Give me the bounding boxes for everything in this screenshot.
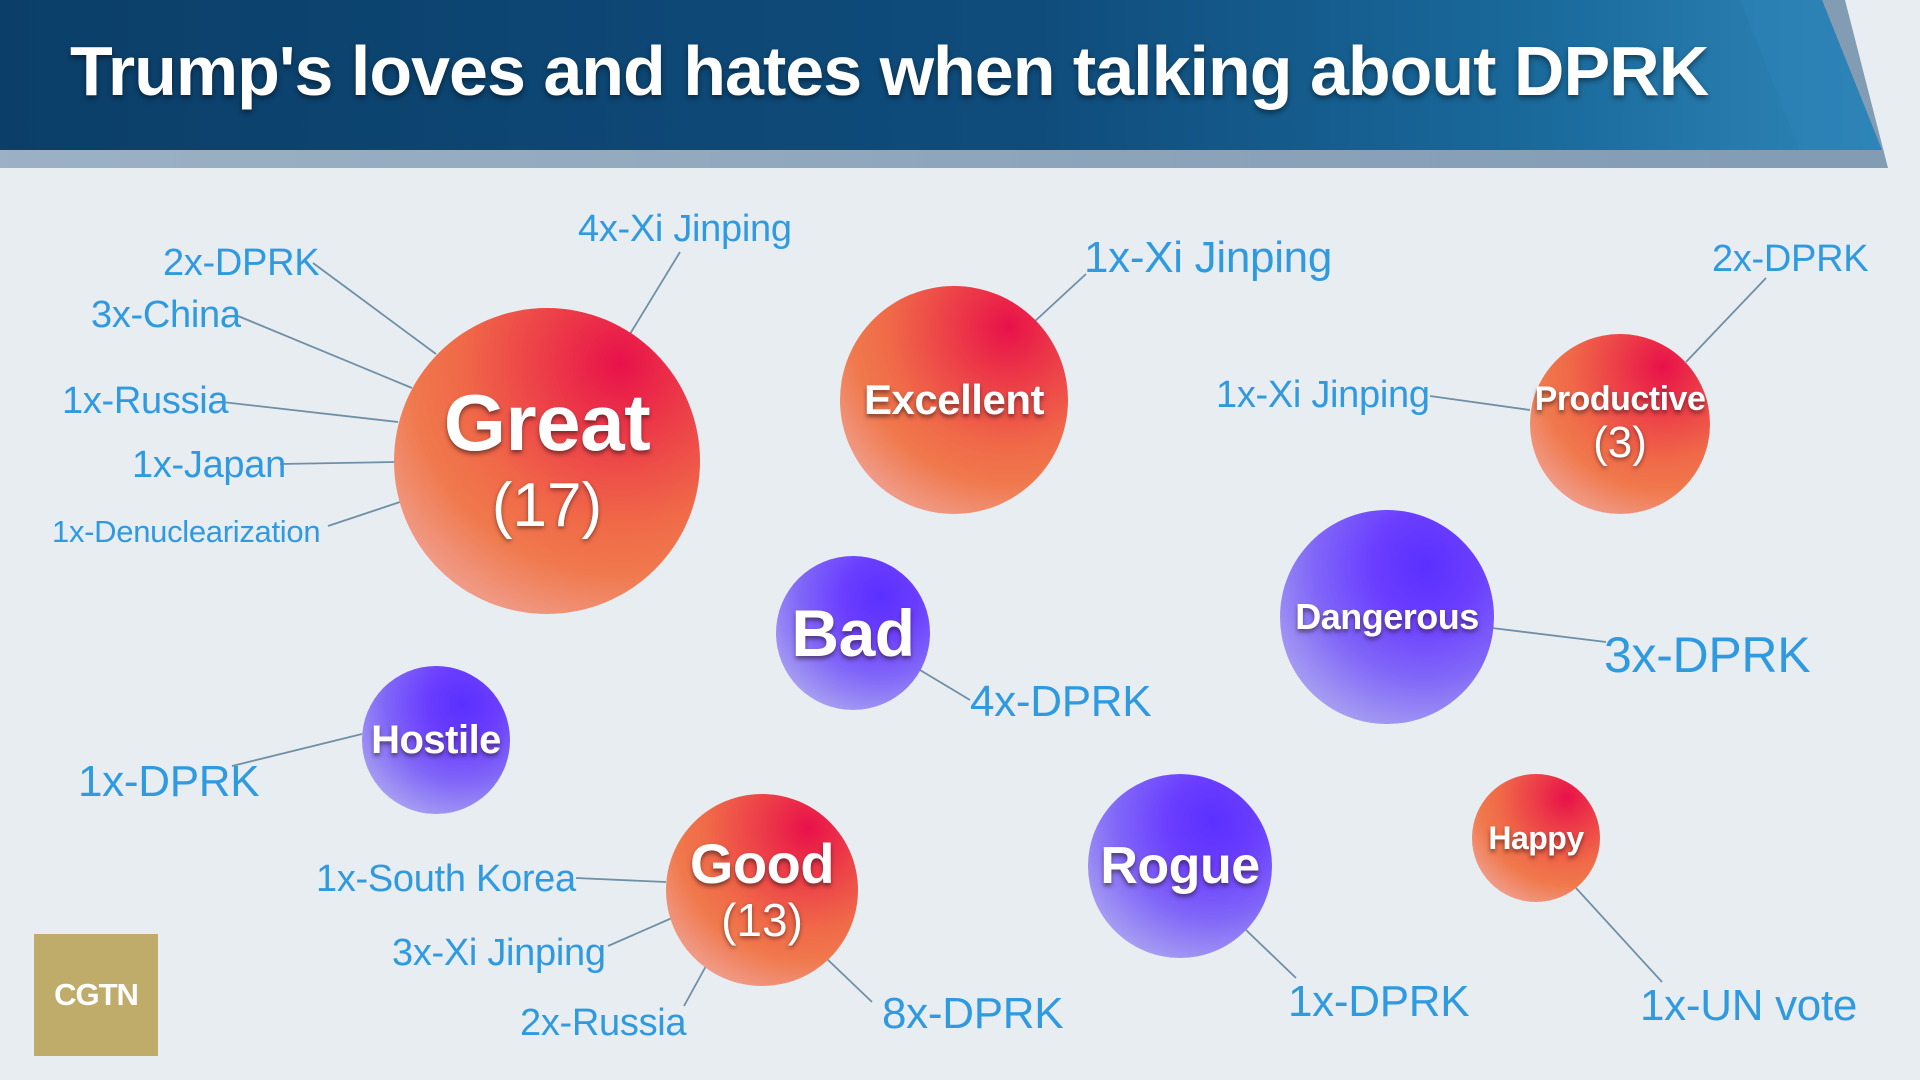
link-dangerous-dprk [1491, 627, 1607, 643]
word-rogue: Rogue [1100, 837, 1260, 895]
bubble-happy: Happy [1472, 774, 1600, 902]
link-good-dprk [825, 957, 873, 1003]
mention-productive-dprk: 2x-DPRK [1712, 238, 1869, 280]
mention-excellent-xi-jinping: 1x-Xi Jinping [1084, 233, 1333, 282]
chart-title: Trump's loves and hates when talking abo… [70, 32, 1709, 110]
word-good: Good [689, 831, 835, 895]
mention-great-china: 3x-China [91, 294, 241, 336]
mention-dangerous-dprk: 3x-DPRK [1604, 627, 1811, 683]
word-happy: Happy [1488, 820, 1584, 856]
word-great: Great [443, 378, 651, 468]
mention-rogue-dprk: 1x-DPRK [1288, 977, 1470, 1026]
count-good: (13) [721, 893, 803, 946]
bubble-good: Good (13) [666, 794, 858, 986]
mention-good-south-korea: 1x-South Korea [316, 858, 576, 900]
mention-good-xi-jinping: 3x-Xi Jinping [392, 932, 606, 974]
bubble-productive: Productive (3) [1530, 334, 1710, 514]
link-rogue-dprk [1245, 929, 1297, 979]
mention-great-japan: 1x-Japan [132, 444, 286, 486]
bubble-excellent: Excellent [840, 286, 1068, 514]
link-good-russia [683, 965, 707, 1007]
bubble-great: Great (17) [394, 308, 700, 614]
mention-productive-xi-jinping: 1x-Xi Jinping [1216, 374, 1430, 416]
link-happy-un-vote [1575, 887, 1663, 983]
mention-happy-un-vote: 1x-UN vote [1640, 981, 1858, 1030]
bubble-rogue: Rogue [1088, 774, 1272, 958]
link-great-japan [279, 461, 397, 465]
link-productive-dprk [1685, 277, 1767, 363]
word-excellent: Excellent [864, 376, 1044, 423]
word-dangerous: Dangerous [1295, 596, 1479, 637]
link-hostile-dprk [231, 733, 363, 767]
link-excellent-xi-jinping [1033, 273, 1087, 323]
bubble-hostile: Hostile [362, 666, 510, 814]
link-bad-dprk [919, 669, 971, 701]
link-great-dprk [312, 262, 437, 355]
link-good-xi-jinping [607, 917, 673, 947]
word-hostile: Hostile [371, 718, 501, 762]
bubble-dangerous: Dangerous [1280, 510, 1494, 724]
link-great-russia [221, 401, 399, 423]
mention-great-denuclearization: 1x-Denuclearization [52, 514, 321, 549]
link-productive-xi-jinping [1429, 395, 1531, 411]
mention-hostile-dprk: 1x-DPRK [78, 757, 260, 806]
cgtn-logo: CGTN [34, 934, 158, 1056]
mention-good-dprk: 8x-DPRK [882, 989, 1064, 1038]
title-banner [0, 0, 1920, 170]
mention-bad-dprk: 4x-DPRK [970, 677, 1152, 726]
mention-great-dprk: 2x-DPRK [163, 242, 320, 284]
bubble-bad: Bad [776, 556, 930, 710]
logo-text: CGTN [54, 977, 139, 1012]
link-great-china [237, 315, 413, 389]
word-bad: Bad [791, 596, 915, 670]
link-great-xi-jinping [629, 251, 681, 335]
mention-great-xi-jinping: 4x-Xi Jinping [578, 208, 792, 250]
mention-good-russia: 2x-Russia [520, 1002, 687, 1044]
count-productive: (3) [1593, 417, 1647, 467]
mention-great-russia: 1x-Russia [62, 380, 229, 422]
count-great: (17) [491, 471, 603, 541]
link-great-denuclearization [327, 501, 401, 527]
word-productive: Productive [1534, 379, 1706, 418]
link-good-south-korea [575, 877, 667, 883]
